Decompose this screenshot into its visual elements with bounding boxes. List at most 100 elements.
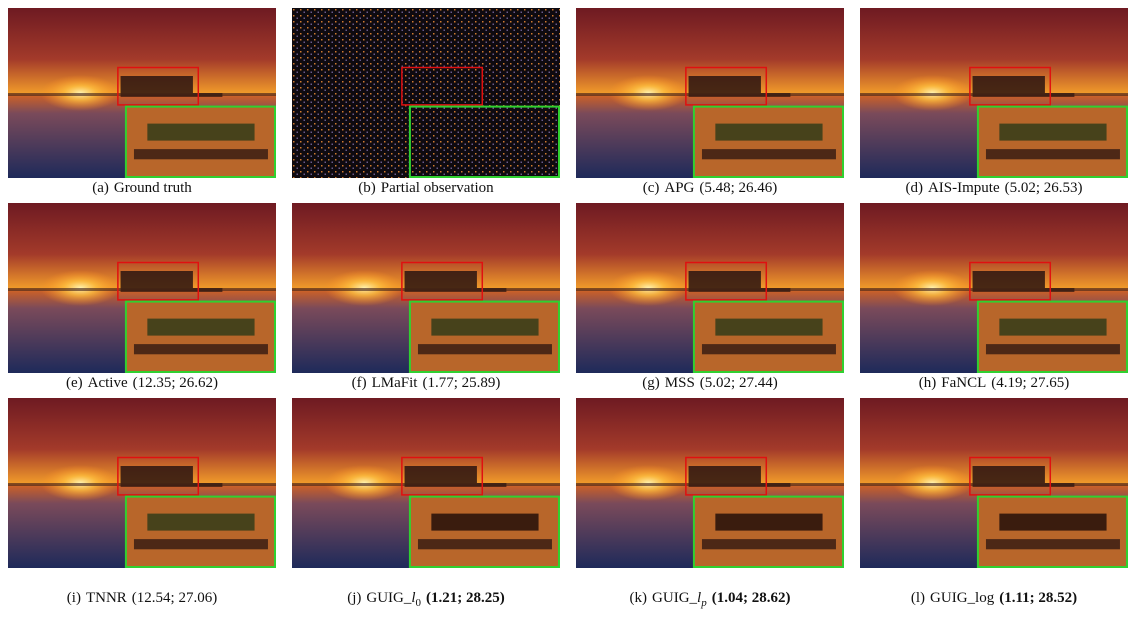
caption: (h)FaNCL(4.19; 27.65) bbox=[919, 375, 1069, 391]
zoom-inset bbox=[126, 107, 275, 177]
score: (1.77; 25.89) bbox=[422, 375, 500, 391]
image-panel bbox=[576, 203, 844, 373]
inset-roof bbox=[715, 319, 822, 336]
pier-walk bbox=[973, 288, 1075, 292]
figure: (a)Ground truth(b)Partial observation(c)… bbox=[0, 0, 1128, 614]
image-panel bbox=[576, 8, 844, 178]
zoom-inset bbox=[410, 302, 559, 372]
pier-walk bbox=[121, 93, 223, 97]
inset-bg bbox=[126, 497, 275, 567]
caption: (k)GUIG_lp(1.04; 28.62) bbox=[630, 590, 791, 609]
zoom-inset bbox=[978, 497, 1127, 567]
inset-roof bbox=[715, 514, 822, 531]
inset-deck bbox=[702, 344, 836, 354]
zoom-inset bbox=[126, 497, 275, 567]
pier-walk bbox=[405, 483, 507, 487]
pier bbox=[405, 466, 477, 483]
score: (5.02; 26.53) bbox=[1005, 180, 1083, 196]
inset-deck bbox=[986, 539, 1120, 549]
inset-bg bbox=[978, 107, 1127, 177]
inset-bg bbox=[410, 107, 559, 177]
method-name: LMaFit bbox=[372, 375, 419, 391]
caption: (a)Ground truth bbox=[92, 180, 192, 196]
caption-label: (g) bbox=[642, 375, 660, 391]
method-name: GUIG_log bbox=[930, 590, 995, 606]
caption-label: (k) bbox=[630, 590, 648, 606]
image-panel bbox=[576, 398, 844, 568]
image-panel bbox=[292, 203, 560, 373]
inset-roof bbox=[147, 514, 254, 531]
pier bbox=[973, 466, 1045, 483]
caption-label: (l) bbox=[911, 590, 925, 606]
image-panel bbox=[292, 398, 560, 568]
inset-deck bbox=[986, 149, 1120, 159]
inset-roof bbox=[147, 319, 254, 336]
inset-deck bbox=[134, 344, 268, 354]
image-panel bbox=[8, 203, 276, 373]
inset-deck bbox=[702, 539, 836, 549]
zoom-inset bbox=[978, 302, 1127, 372]
score: (1.04; 28.62) bbox=[712, 590, 791, 606]
caption: (i)TNNR(12.54; 27.06) bbox=[67, 590, 217, 606]
inset-bg bbox=[978, 302, 1127, 372]
inset-deck bbox=[702, 149, 836, 159]
caption: (g)MSS(5.02; 27.44) bbox=[642, 375, 777, 391]
zoom-inset bbox=[126, 302, 275, 372]
pier bbox=[689, 271, 761, 288]
method-name: TNNR bbox=[86, 590, 127, 606]
caption: (f) LMaFit(1.77; 25.89) bbox=[352, 375, 501, 391]
inset-bg bbox=[978, 497, 1127, 567]
inset-deck bbox=[134, 539, 268, 549]
caption-label: (h) bbox=[919, 375, 937, 391]
pier-walk bbox=[121, 288, 223, 292]
inset-bg bbox=[410, 302, 559, 372]
zoom-inset bbox=[978, 107, 1127, 177]
pier-walk bbox=[121, 483, 223, 487]
method-sub: 0 bbox=[416, 597, 422, 609]
inset-deck bbox=[134, 149, 268, 159]
image-panel bbox=[860, 8, 1128, 178]
zoom-inset bbox=[694, 107, 843, 177]
inset-bg bbox=[694, 497, 843, 567]
pier bbox=[973, 271, 1045, 288]
image-panel bbox=[292, 8, 560, 178]
inset-roof bbox=[431, 514, 538, 531]
method-name: AIS-Impute bbox=[928, 180, 1000, 196]
caption: (e)Active(12.35; 26.62) bbox=[66, 375, 218, 391]
caption-label: (c) bbox=[643, 180, 660, 196]
method-name: Partial observation bbox=[381, 180, 494, 196]
pier bbox=[405, 271, 477, 288]
zoom-inset bbox=[694, 302, 843, 372]
pier-walk bbox=[689, 483, 791, 487]
pier bbox=[689, 76, 761, 93]
caption-label: (f) bbox=[352, 375, 367, 391]
method-sub: p bbox=[700, 597, 707, 609]
method-name: Active bbox=[88, 375, 128, 391]
method-name: GUIG_ bbox=[652, 590, 697, 606]
caption: (c)APG(5.48; 26.46) bbox=[643, 180, 778, 196]
pier-walk bbox=[973, 483, 1075, 487]
score: (12.54; 27.06) bbox=[132, 590, 217, 606]
inset-roof bbox=[999, 514, 1106, 531]
inset-deck bbox=[986, 344, 1120, 354]
method-name: GUIG_ bbox=[366, 590, 411, 606]
inset-deck bbox=[418, 344, 552, 354]
pier bbox=[121, 466, 193, 483]
pier-walk bbox=[973, 93, 1075, 97]
inset-bg bbox=[126, 302, 275, 372]
method-name: FaNCL bbox=[941, 375, 986, 391]
method-name: MSS bbox=[665, 375, 695, 391]
pier-walk bbox=[405, 288, 507, 292]
image-panel bbox=[860, 398, 1128, 568]
score: (1.11; 28.52) bbox=[999, 590, 1077, 606]
pier bbox=[973, 76, 1045, 93]
method-name: APG bbox=[664, 180, 694, 196]
inset-roof bbox=[431, 319, 538, 336]
pier bbox=[121, 76, 193, 93]
image-panel bbox=[8, 398, 276, 568]
inset-deck bbox=[418, 539, 552, 549]
image-panel bbox=[860, 203, 1128, 373]
inset-roof bbox=[999, 124, 1106, 141]
inset-bg bbox=[126, 107, 275, 177]
pier bbox=[689, 466, 761, 483]
